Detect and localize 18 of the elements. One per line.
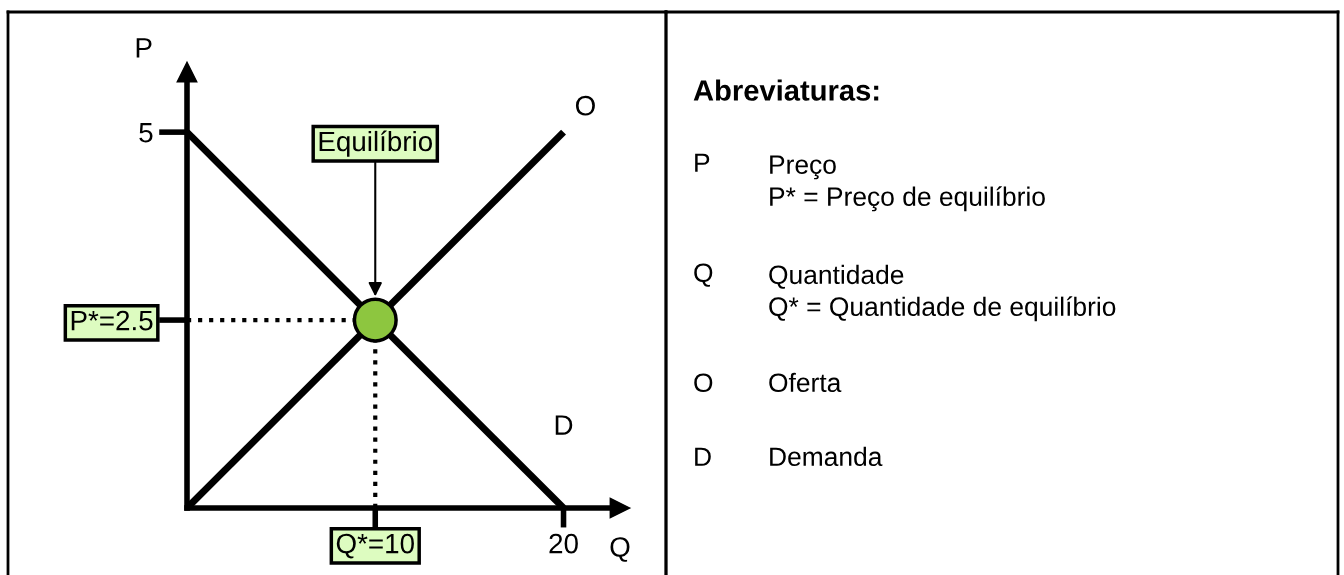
x-tick-label: 20	[549, 533, 578, 554]
x-axis-title: Q	[610, 537, 630, 562]
series-label: D	[555, 415, 573, 435]
text: D	[695, 447, 711, 466]
text: Demanda	[770, 446, 883, 467]
text: Oferta	[769, 372, 842, 393]
text: O	[694, 373, 713, 393]
text: P	[695, 153, 710, 172]
annotation: Equilíbrio	[319, 130, 432, 157]
y-tick-label: P*=2.5	[71, 310, 153, 331]
x-tick-label: Q*=10	[336, 533, 414, 559]
y-axis-title: P	[136, 38, 152, 58]
text: Quantidade Q* = Quantidade de equilíbrio	[769, 264, 1116, 322]
y-tick-label: 5	[139, 123, 153, 143]
text: Abreviaturas:	[693, 79, 879, 101]
text: Q	[694, 263, 713, 287]
series-label: O	[575, 95, 595, 116]
text: Preço P* = Preço de equilíbrio	[770, 155, 1045, 212]
